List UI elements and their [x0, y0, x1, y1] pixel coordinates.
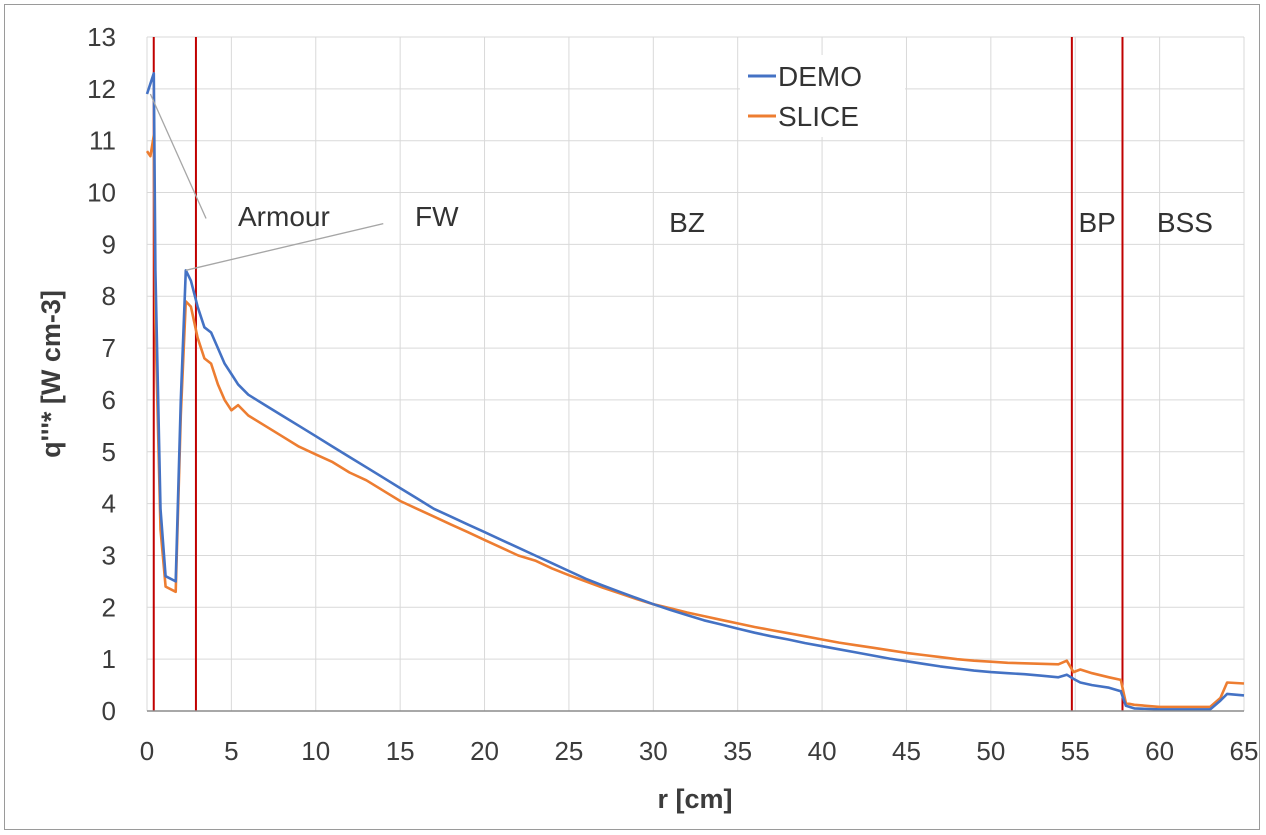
legend-background [740, 55, 905, 137]
y-tick-label: 1 [102, 644, 116, 674]
chart-frame [4, 4, 1260, 830]
annotation-pointer [149, 93, 207, 219]
y-tick-label: 11 [89, 126, 116, 156]
annotation-label: Armour [238, 201, 330, 232]
x-tick-label: 40 [808, 736, 837, 766]
y-axis-title: q'''* [W cm-3] [36, 290, 66, 458]
x-tick-label: 25 [554, 736, 583, 766]
legend-label-demo: DEMO [778, 61, 862, 92]
annotations: Armour FW BZ BP BSS [149, 93, 1213, 271]
y-tick-label: 8 [102, 281, 116, 311]
x-tick-label: 5 [224, 736, 238, 766]
y-tick-label: 0 [102, 696, 116, 726]
region-label: BZ [669, 207, 705, 238]
y-tick-label: 2 [102, 592, 116, 622]
x-tick-label: 20 [470, 736, 499, 766]
x-tick-label: 45 [892, 736, 921, 766]
y-tick-label: 13 [87, 22, 116, 52]
y-tick-label: 4 [102, 489, 116, 519]
x-tick-label: 30 [639, 736, 668, 766]
x-tick-labels: 0 5 10 15 20 25 30 35 40 45 50 55 60 65 [140, 736, 1259, 766]
y-tick-label: 9 [102, 229, 116, 259]
annotation-label: FW [415, 201, 459, 232]
legend-label-slice: SLICE [778, 101, 859, 132]
region-label: BP [1078, 207, 1115, 238]
y-tick-label: 10 [87, 178, 116, 208]
x-tick-label: 65 [1230, 736, 1259, 766]
x-tick-label: 35 [723, 736, 752, 766]
y-tick-label: 6 [102, 385, 116, 415]
x-tick-label: 55 [1061, 736, 1090, 766]
series-line-demo [145, 72, 1245, 711]
y-tick-label: 12 [87, 74, 116, 104]
region-boundaries [152, 37, 1124, 711]
annotation-pointer [185, 223, 384, 271]
x-tick-label: 0 [140, 736, 154, 766]
y-tick-label: 7 [102, 333, 116, 363]
x-axis-title: r [cm] [657, 784, 732, 814]
y-tick-label: 3 [102, 540, 116, 570]
x-tick-label: 10 [301, 736, 330, 766]
data-series [145, 72, 1245, 711]
region-label: BSS [1157, 207, 1213, 238]
grid-lines [146, 36, 1245, 711]
x-tick-label: 60 [1145, 736, 1174, 766]
x-tick-label: 15 [386, 736, 415, 766]
y-tick-label: 5 [102, 437, 116, 467]
x-tick-label: 50 [976, 736, 1005, 766]
